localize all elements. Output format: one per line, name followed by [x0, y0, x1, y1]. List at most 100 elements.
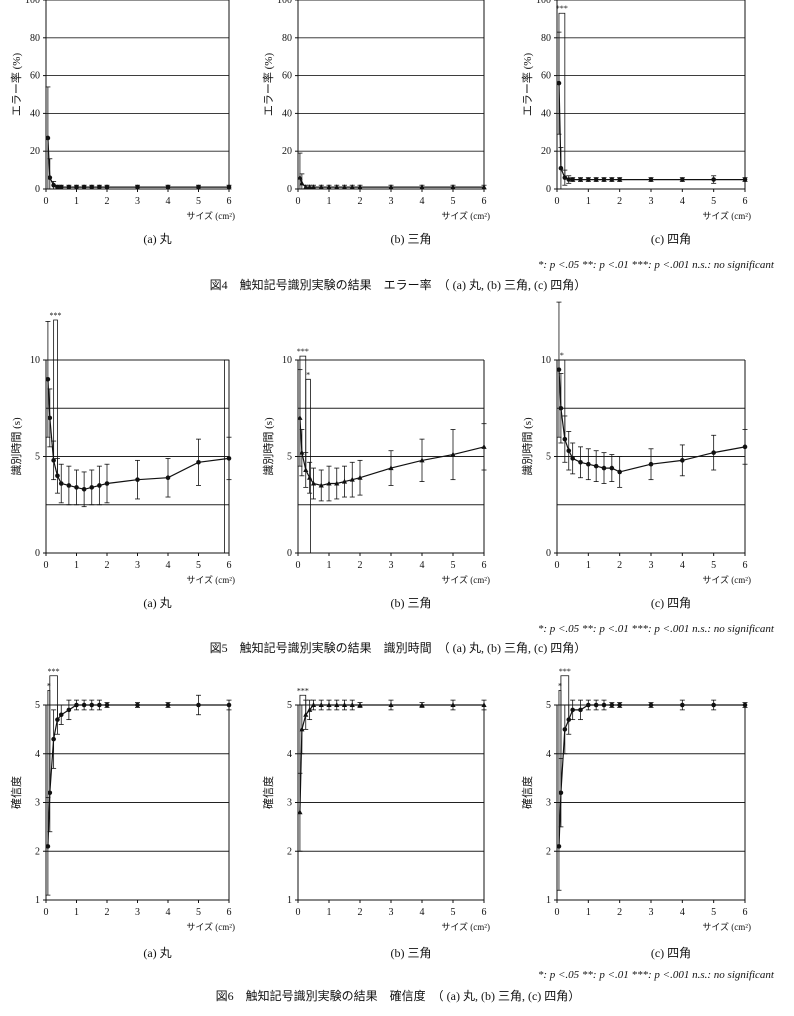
significance-note: *: p <.05 **: p <.01 ***: p <.001 n.s.: …: [538, 259, 775, 271]
x-tick-label: 1: [74, 907, 79, 918]
x-tick-label: 2: [105, 560, 110, 571]
y-tick-label: 20: [30, 146, 40, 157]
x-tick-label: 5: [451, 907, 456, 918]
significance-label: *: [560, 351, 564, 360]
x-tick-label: 1: [327, 560, 332, 571]
chart-panel-3: 0 20 40 60 80 100 0 1 2 3 4 5 6 エラー率 (%) サイズ (cm²) (c) …: [520, 0, 751, 246]
data-point: [609, 177, 615, 182]
data-point: [299, 449, 305, 455]
x-tick-label: 5: [451, 560, 456, 571]
x-tick-label: 1: [74, 196, 79, 207]
y-tick-label: 5: [35, 700, 40, 711]
series-line: [47, 137, 229, 188]
data-point: [609, 465, 615, 471]
data-point: [326, 702, 332, 707]
data-point: [226, 184, 232, 190]
y-axis-label: エラー率 (%): [9, 53, 23, 117]
data-point: [711, 450, 716, 455]
data-point: [74, 702, 79, 708]
x-tick-label: 4: [420, 196, 425, 207]
data-point: [97, 184, 102, 190]
significance-label: *: [47, 681, 51, 690]
x-tick-label: 2: [617, 560, 622, 571]
x-tick-label: 5: [196, 196, 201, 207]
data-point: [45, 135, 51, 141]
data-point: [135, 184, 140, 190]
y-tick-label: 20: [541, 146, 551, 157]
y-tick-label: 40: [30, 108, 40, 119]
data-point: [165, 475, 171, 481]
data-point: [334, 702, 340, 707]
x-tick-label: 1: [327, 196, 332, 207]
figure-caption: 図6 触知記号識別実験の結果 確信度 （ (a) 丸, (b) 三角, (c) …: [216, 988, 581, 1003]
data-point: [47, 415, 53, 421]
y-tick-label: 20: [282, 146, 292, 157]
y-tick-label: 80: [541, 33, 551, 44]
y-axis-label: 識別時間 (s): [262, 417, 275, 476]
data-point: [297, 174, 303, 180]
data-point: [617, 702, 622, 708]
data-point: [55, 184, 60, 190]
data-point: [74, 184, 79, 190]
x-tick-label: 1: [74, 560, 79, 571]
x-tick-label: 3: [389, 560, 394, 571]
x-tick-label: 0: [296, 560, 301, 571]
x-axis-label: サイズ (cm²): [441, 210, 490, 221]
x-axis-label: サイズ (cm²): [702, 210, 751, 221]
significance-bracket: [558, 359, 566, 440]
significance-bracket: [305, 378, 311, 553]
x-tick-label: 4: [420, 907, 425, 918]
significance-note: *: p <.05 **: p <.01 ***: p <.001 n.s.: …: [538, 969, 775, 981]
y-tick-label: 10: [541, 355, 551, 366]
y-tick-label: 60: [282, 71, 292, 82]
data-point: [310, 184, 317, 190]
data-point: [609, 702, 615, 708]
data-point: [578, 707, 583, 713]
data-point: [334, 184, 340, 190]
data-point: [450, 184, 456, 190]
chart-panel-6: 0 5 10 0 1 2 3 4 5 6 識別時間 (s) サイズ (cm²) (c) 四角 *: [521, 301, 751, 610]
data-point: [593, 702, 599, 708]
data-point: [165, 702, 171, 708]
data-point: [51, 182, 56, 188]
data-point: [601, 702, 607, 708]
data-point: [318, 482, 324, 488]
data-point: [66, 483, 72, 488]
data-point: [81, 184, 87, 190]
data-point: [341, 478, 348, 484]
chart-panel-1: 0 20 40 60 80 100 0 1 2 3 4 5 6 エラー率 (%) サイズ (cm²) (a) …: [9, 0, 235, 246]
y-axis-label: 確信度: [9, 776, 23, 809]
significance-bracket: [299, 694, 307, 813]
y-tick-label: 0: [546, 548, 551, 559]
x-tick-label: 4: [420, 560, 425, 571]
data-point: [481, 702, 487, 707]
data-point: [570, 456, 575, 461]
data-point: [303, 184, 309, 190]
data-point: [66, 184, 72, 190]
x-tick-label: 5: [196, 907, 201, 918]
significance-label: ***: [48, 667, 60, 676]
data-point: [104, 702, 110, 708]
data-point: [341, 184, 348, 190]
data-point: [97, 483, 102, 488]
y-axis-label: エラー率 (%): [261, 53, 275, 117]
data-point: [742, 702, 748, 708]
x-tick-label: 1: [586, 560, 591, 571]
y-tick-label: 0: [35, 184, 40, 195]
data-point: [680, 177, 685, 182]
x-tick-label: 6: [743, 196, 748, 207]
significance-label: ***: [559, 667, 571, 676]
data-point: [586, 461, 591, 467]
data-point: [570, 177, 575, 182]
x-tick-label: 2: [105, 907, 110, 918]
data-point: [578, 459, 583, 465]
significance-bracket: [558, 12, 566, 178]
chart-subtitle: (c) 四角: [651, 596, 691, 610]
data-point: [419, 457, 425, 463]
data-point: [570, 707, 575, 713]
significance-label: *: [558, 681, 562, 690]
x-axis-label: サイズ (cm²): [702, 574, 751, 585]
data-point: [89, 702, 95, 708]
chart-subtitle: (a) 丸: [143, 596, 171, 610]
